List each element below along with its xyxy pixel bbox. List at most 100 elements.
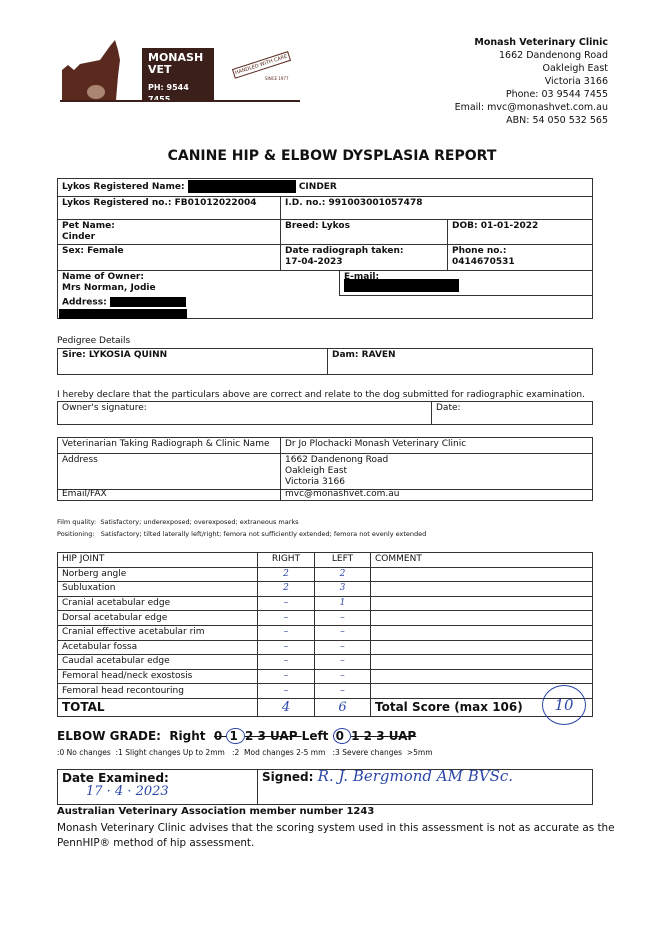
elbow-grade-option: 3 bbox=[376, 729, 389, 743]
vet-address-1: 1662 Dandenong Road bbox=[285, 455, 389, 465]
hip-left-score: 2 bbox=[314, 566, 371, 583]
registered-name: CINDER bbox=[298, 182, 337, 192]
hip-left-score: – bbox=[314, 610, 371, 626]
elbow-grade-option: 1 bbox=[351, 729, 364, 743]
vet-table: Veterinarian Taking Radiograph & Clinic … bbox=[57, 437, 593, 501]
vet-address-2: Oakleigh East bbox=[285, 466, 348, 476]
hip-criterion: Norberg angle bbox=[57, 566, 258, 583]
total-label: TOTAL bbox=[57, 697, 258, 717]
elbow-grade-option: 1 bbox=[226, 728, 245, 744]
hip-criterion: Dorsal acetabular edge bbox=[57, 610, 258, 626]
hip-comment bbox=[370, 639, 593, 656]
hip-row: Femoral head recontouring – – bbox=[57, 683, 593, 699]
hip-criterion: Acetabular fossa bbox=[57, 639, 258, 656]
hip-row: Cranial effective acetabular rim – – bbox=[57, 624, 593, 641]
address-label: Address: bbox=[62, 297, 107, 308]
logo-name-2: VET bbox=[148, 63, 172, 76]
exam-table: Date Examined: 17 · 4 · 2023 Signed: R. J… bbox=[57, 769, 593, 805]
owner-cell: Name of Owner: Mrs Norman, Jodie bbox=[58, 271, 340, 296]
logo-since: SINCE 1977 bbox=[265, 76, 289, 81]
owner-label: Name of Owner: bbox=[62, 272, 144, 282]
elbow-grade-option: UAP bbox=[270, 729, 302, 743]
phone: 0414670531 bbox=[452, 257, 515, 267]
dam: Dam: RAVEN bbox=[328, 349, 593, 375]
phone-cell: Phone no.: 0414670531 bbox=[448, 245, 593, 271]
phone-label: Phone no.: bbox=[452, 246, 507, 256]
animals-silhouette-icon bbox=[62, 40, 120, 100]
hip-row: Subluxation 2 3 bbox=[57, 581, 593, 597]
hip-criterion: Femoral head/neck exostosis bbox=[57, 668, 258, 685]
report-title: CANINE HIP & ELBOW DYSPLASIA REPORT bbox=[167, 148, 497, 164]
email-cell: E-mail: bbox=[340, 271, 593, 296]
declaration-date-field[interactable]: Date: bbox=[432, 402, 593, 425]
total-score: 10 bbox=[542, 684, 586, 725]
dog-details-table: Lykos Registered Name: CINDER Lykos Regi… bbox=[57, 178, 593, 319]
hip-right-score: – bbox=[257, 654, 315, 670]
elbow-grade-option: 0 bbox=[332, 728, 352, 744]
elbow-label: ELBOW GRADE: bbox=[57, 729, 161, 743]
registered-name-label: Lykos Registered Name: bbox=[62, 182, 185, 192]
ava-member: Australian Veterinary Association member… bbox=[57, 806, 375, 817]
vet-email: mvc@monashvet.com.au bbox=[281, 490, 593, 501]
hip-row: Acetabular fossa – – bbox=[57, 639, 593, 656]
right-grade-options: 0 1 2 3 UAP bbox=[214, 728, 302, 744]
hip-header: LEFT bbox=[314, 552, 371, 568]
total-score-cell: Total Score (max 106) 10 bbox=[370, 684, 593, 725]
elbow-grade-option: 2 bbox=[244, 729, 258, 743]
hip-comment bbox=[370, 566, 593, 583]
sex: Sex: Female bbox=[58, 245, 281, 271]
film-quality: Film quality: Satisfactory; underexposed… bbox=[57, 518, 299, 526]
redaction bbox=[344, 279, 459, 292]
elbow-left-label: Left bbox=[301, 729, 329, 743]
pet-name-cell: Pet Name: Cinder bbox=[58, 220, 281, 245]
hip-right-score: – bbox=[257, 595, 315, 612]
owner: Mrs Norman, Jodie bbox=[62, 283, 156, 293]
sire: Sire: LYKOSIA QUINN bbox=[58, 349, 328, 375]
hip-right-score: – bbox=[257, 683, 315, 699]
radiograph-label: Date radiograph taken: bbox=[285, 246, 404, 256]
signed-label: Signed: bbox=[262, 770, 314, 784]
redaction bbox=[59, 308, 187, 319]
hip-total-row: TOTAL 4 6 Total Score (max 106) 10 bbox=[57, 684, 593, 725]
vet-email-label: Email/FAX bbox=[58, 490, 281, 501]
clinic-email: Email: mvc@monashvet.com.au bbox=[454, 102, 608, 113]
clinic-phone: Phone: 03 9544 7455 bbox=[505, 89, 608, 100]
registered-name-row: Lykos Registered Name: CINDER bbox=[58, 179, 593, 197]
hip-header: RIGHT bbox=[257, 552, 315, 568]
logo-phone: PH: 9544 7455 bbox=[148, 83, 189, 104]
elbow-grade-option: UAP bbox=[388, 729, 417, 743]
hip-left-score: – bbox=[314, 683, 371, 699]
owner-signature-field[interactable]: Owner's signature: bbox=[58, 402, 432, 425]
clinic-address-2: Oakleigh East bbox=[542, 63, 609, 74]
total-right: 4 bbox=[257, 697, 315, 717]
elbow-legend: :0 No changes :1 Slight changes Up to 2m… bbox=[57, 748, 433, 757]
hip-left-score: – bbox=[314, 639, 371, 656]
clinic-abn: ABN: 54 050 532 565 bbox=[506, 115, 608, 126]
vet-value: Dr Jo Plochacki Monash Veterinary Clinic bbox=[281, 438, 593, 454]
pet-name: Cinder bbox=[62, 232, 96, 242]
clinic-address-3: Victoria 3166 bbox=[544, 76, 608, 87]
hip-right-score: 2 bbox=[257, 581, 315, 597]
hip-criterion: Caudal acetabular edge bbox=[57, 654, 258, 670]
logo-rule bbox=[60, 100, 300, 102]
date-examined-label: Date Examined: bbox=[62, 771, 169, 785]
hip-row: Caudal acetabular edge – – bbox=[57, 654, 593, 670]
advisory-line-1: Monash Veterinary Clinic advises that th… bbox=[57, 822, 615, 834]
clinic-address-1: 1662 Dandenong Road bbox=[499, 50, 608, 61]
vet-label: Veterinarian Taking Radiograph & Clinic … bbox=[58, 438, 281, 454]
hip-header-row: HIP JOINT RIGHT LEFT COMMENT bbox=[57, 552, 593, 568]
id-no: I.D. no.: 991003001057478 bbox=[281, 197, 593, 220]
vet-signature: R. J. Bergmond AM BVSc. bbox=[317, 767, 514, 785]
hip-criterion: Subluxation bbox=[57, 581, 258, 597]
redaction bbox=[187, 180, 296, 193]
hip-criterion: Femoral head recontouring bbox=[57, 683, 258, 699]
hip-comment bbox=[370, 654, 593, 670]
hip-comment bbox=[370, 624, 593, 641]
clinic-address-block: Monash Veterinary Clinic 1662 Dandenong … bbox=[455, 36, 608, 127]
hip-right-score: – bbox=[257, 639, 315, 656]
hip-comment bbox=[370, 668, 593, 685]
hip-comment bbox=[370, 595, 593, 612]
clinic-name: Monash Veterinary Clinic bbox=[474, 37, 608, 48]
hip-joint-table: HIP JOINT RIGHT LEFT COMMENT Norberg ang… bbox=[57, 552, 593, 725]
hip-right-score: – bbox=[257, 610, 315, 626]
